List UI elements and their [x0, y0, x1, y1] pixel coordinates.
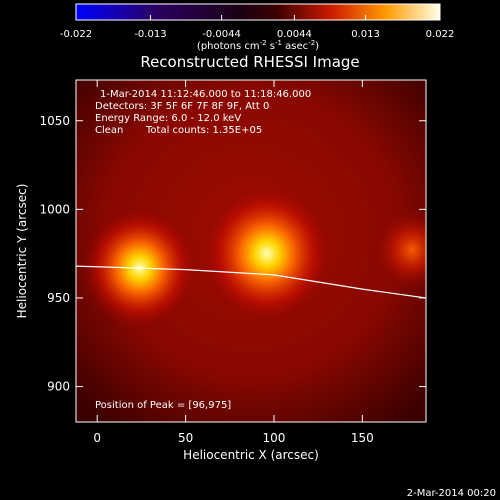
- annotation-time-range: 1-Mar-2014 11:12:46.000 to 11:18:46.000: [100, 89, 311, 100]
- x-tick-label: 50: [178, 431, 193, 445]
- flare-source: [199, 183, 334, 325]
- x-tick-label: 100: [263, 431, 286, 445]
- y-tick-label: 900: [47, 380, 70, 394]
- colorbar-tick-label: -0.0044: [202, 29, 241, 40]
- y-axis-label: Heliocentric Y (arcsec): [15, 184, 29, 319]
- annotation-clean: Clean: [95, 125, 123, 136]
- solar-limb-curve: [76, 265, 426, 299]
- chart-title: Reconstructed RHESSI Image: [140, 53, 359, 71]
- colorbar-tick-label: 0.013: [351, 29, 380, 40]
- plot-frame: [75, 79, 427, 423]
- x-axis-label: Heliocentric X (arcsec): [183, 448, 319, 462]
- footer-date: 2-Mar-2014 00:20: [407, 488, 496, 499]
- annotation-total-counts: Total counts: 1.35E+05: [145, 125, 262, 136]
- x-tick-label: 150: [351, 431, 374, 445]
- heatmap-image: [76, 80, 426, 422]
- colorbar-units: (photons cm-2 s-1 asec-2): [197, 39, 319, 52]
- colorbar-tick-label: 0.0044: [277, 29, 312, 40]
- y-tick-label: 1050: [39, 114, 70, 128]
- y-tick-label: 1000: [39, 202, 70, 216]
- colorbar-tick-label: -0.022: [60, 29, 92, 40]
- colorbar-tick-label: -0.013: [134, 29, 166, 40]
- flare-source: [371, 208, 426, 293]
- colorbar: -0.022 -0.013 -0.0044 0.0044 0.013 0.022 (pho…: [60, 3, 455, 52]
- colorbar-tick-label: 0.022: [426, 29, 455, 40]
- annotation-detectors: Detectors: 3F 5F 6F 7F 8F 9F, Att 0: [95, 101, 269, 112]
- y-tick-label: 950: [47, 291, 70, 305]
- annotation-peak-position: Position of Peak = [96,975]: [95, 400, 231, 411]
- colorbar-ramp: [76, 4, 440, 20]
- x-tick-label: 0: [93, 431, 101, 445]
- annotation-energy-range: Energy Range: 6.0 - 12.0 keV: [95, 113, 241, 124]
